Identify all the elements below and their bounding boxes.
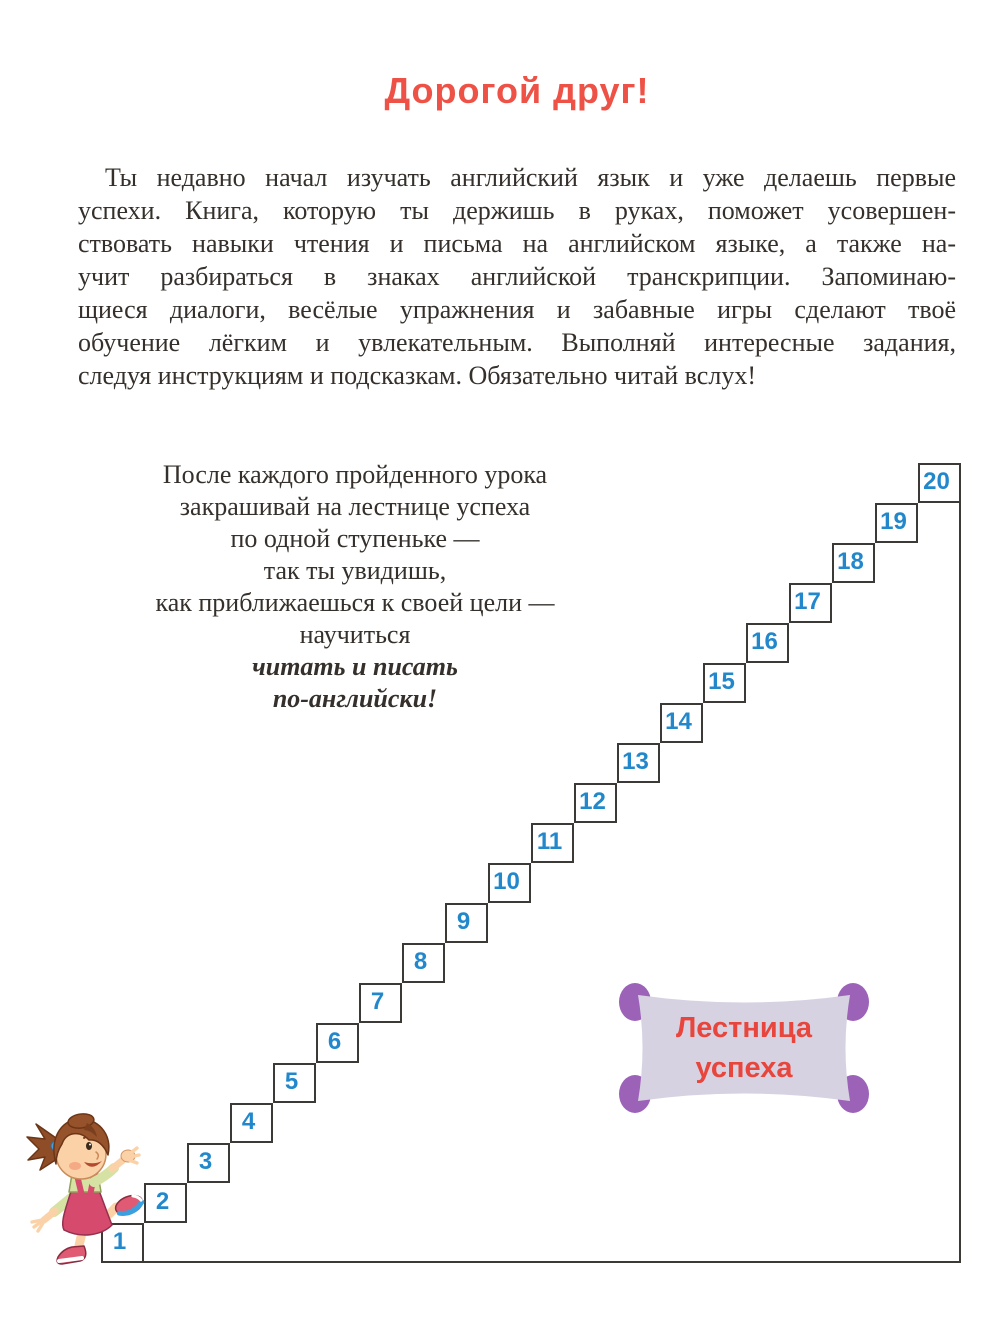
intro-line: учит разбираться в знаках английской тра… [78, 262, 956, 291]
step-2: 2 [144, 1183, 187, 1223]
step-14: 14 [660, 703, 703, 743]
intro-line: ствовать навыки чтения и письма на англи… [78, 229, 956, 258]
step-number: 5 [284, 1068, 299, 1095]
ladder-note: После каждого пройденного урока закрашива… [105, 459, 605, 715]
step-number: 11 [536, 828, 563, 855]
step-18: 18 [832, 543, 875, 583]
scroll-text-line1: Лестница [675, 1012, 813, 1044]
scroll-banner-icon [619, 983, 869, 1113]
ladder-note-line: так ты увидишь, [263, 556, 447, 585]
ladder-note-line: как приближаешься к своей цели — [155, 588, 555, 617]
intro-line: успехи. Книга, которую ты держишь в рука… [78, 196, 956, 225]
scroll-text-line2: успеха [695, 1052, 793, 1084]
step-13: 13 [617, 743, 660, 783]
step-number: 9 [456, 908, 471, 935]
step-number: 7 [370, 988, 385, 1015]
step-number: 12 [579, 788, 606, 815]
step-5: 5 [273, 1063, 316, 1103]
step-7: 7 [359, 983, 402, 1023]
ladder-note-line: научиться [299, 620, 411, 649]
step-number: 4 [241, 1108, 256, 1135]
intro-line: щиеся диалоги, весёлые упражнения и заба… [78, 295, 956, 324]
step-number: 10 [493, 868, 520, 895]
step-19: 19 [875, 503, 918, 543]
step-15: 15 [703, 663, 746, 703]
ladder-note-line: После каждого пройденного урока [162, 460, 548, 489]
girl-climbing-illustration [26, 1113, 145, 1265]
step-12: 12 [574, 783, 617, 823]
step-number: 2 [155, 1188, 170, 1215]
step-1: 1 [101, 1223, 144, 1263]
step-number: 15 [708, 668, 735, 695]
step-number: 20 [923, 468, 950, 495]
intro-line: обучение лёгким и увлекательным. Выполня… [78, 328, 956, 357]
step-number: 3 [198, 1148, 213, 1175]
staircase-base-line [101, 1261, 961, 1263]
step-6: 6 [316, 1023, 359, 1063]
ladder-note-line: по одной ступеньке — [230, 524, 480, 553]
step-number: 1 [112, 1228, 127, 1255]
step-number: 16 [751, 628, 778, 655]
step-16: 16 [746, 623, 789, 663]
step-9: 9 [445, 903, 488, 943]
intro-paragraph: Ты недавно начал изучать английский язык… [78, 161, 956, 392]
ladder-note-line: по-английски! [272, 684, 438, 713]
step-3: 3 [187, 1143, 230, 1183]
success-ladder-scroll: Лестница успеха [618, 983, 870, 1113]
step-number: 8 [413, 948, 428, 975]
intro-line: следуя инструкциям и подсказкам. Обязате… [78, 361, 756, 390]
step-11: 11 [531, 823, 574, 863]
step-number: 6 [327, 1028, 342, 1055]
scroll-text: Лестница успеха [618, 983, 870, 1113]
step-number: 18 [837, 548, 864, 575]
ladder-note-line: читать и писать [252, 652, 458, 681]
page-title: Дорогой друг! [384, 70, 650, 111]
step-number: 13 [622, 748, 649, 775]
step-number: 17 [794, 588, 821, 615]
step-4: 4 [230, 1103, 273, 1143]
step-number: 19 [880, 508, 907, 535]
staircase-right-line [959, 501, 961, 1263]
step-10: 10 [488, 863, 531, 903]
step-17: 17 [789, 583, 832, 623]
step-number: 14 [665, 708, 692, 735]
intro-line: Ты недавно начал изучать английский язык… [105, 163, 956, 192]
step-20: 20 [918, 463, 961, 503]
ladder-note-line: закрашивай на лестнице успеха [179, 492, 531, 521]
step-8: 8 [402, 943, 445, 983]
